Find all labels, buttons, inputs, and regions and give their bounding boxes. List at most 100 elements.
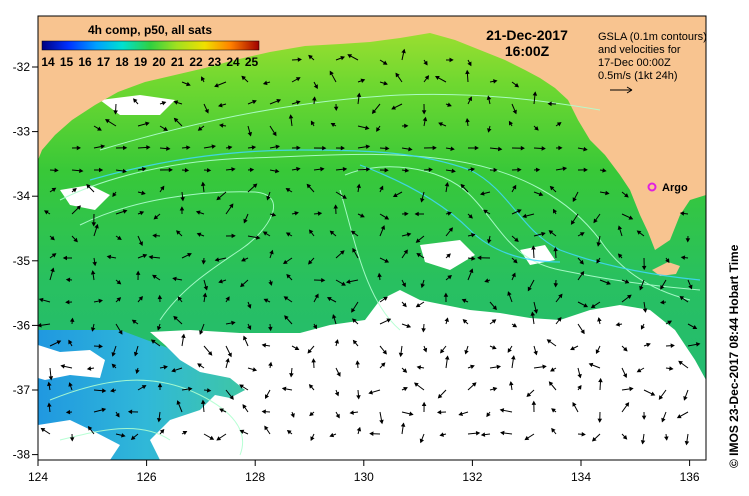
velocity-arrow-head: [553, 283, 559, 288]
velocity-arrow-head: [197, 126, 203, 131]
velocity-arrow-head: [409, 411, 414, 416]
velocity-arrow-head: [345, 279, 351, 284]
velocity-arrow-head: [176, 230, 181, 235]
velocity-arrow-head: [105, 119, 110, 124]
velocity-arrow-head: [204, 108, 209, 114]
velocity-arrow-head: [440, 348, 445, 354]
velocity-arrow-head: [308, 384, 314, 389]
velocity-arrow-head: [679, 296, 685, 301]
velocity-arrow-head: [628, 215, 634, 220]
velocity-arrow-head: [491, 319, 497, 324]
y-axis: -32 -33 -34 -35 -36 -37 -38: [13, 60, 38, 462]
velocity-arrow-head: [395, 72, 400, 78]
velocity-arrow-head: [356, 426, 362, 432]
velocity-arrow-head: [684, 440, 690, 446]
velocity-arrow-head: [203, 285, 209, 291]
velocity-arrow-head: [382, 60, 388, 65]
velocity-arrow-head: [307, 348, 312, 354]
velocity-arrow-head: [309, 411, 314, 417]
velocity-arrow-head: [692, 325, 698, 330]
colorbar-tick-label: 20: [152, 55, 166, 69]
gsla-note-line: 17-Dec 00:00Z: [598, 57, 671, 69]
velocity-arrow-head: [551, 408, 556, 413]
velocity-arrow-head: [468, 214, 473, 219]
colorbar-tick-label: 17: [97, 55, 111, 69]
velocity-arrow-head: [400, 422, 406, 427]
velocity-arrow-head: [447, 102, 452, 107]
velocity-arrow-head: [385, 146, 390, 151]
velocity-arrow-head: [660, 284, 665, 290]
velocity-arrow-head: [421, 110, 427, 115]
velocity-arrow-head: [195, 210, 201, 215]
credit-strip: © IMOS 23-Dec-2017 08:44 Hobart Time: [727, 244, 741, 468]
velocity-arrow-head: [447, 274, 452, 280]
velocity-arrow-head: [486, 412, 491, 418]
velocity-arrow-head: [615, 322, 620, 327]
velocity-arrow-head: [499, 408, 505, 413]
velocity-arrow-head: [383, 296, 388, 301]
velocity-arrow-head: [276, 98, 282, 104]
velocity-arrow-head: [161, 101, 167, 106]
velocity-arrow-head: [538, 191, 544, 197]
velocity-arrow-head: [467, 96, 472, 102]
velocity-arrow-head: [310, 436, 315, 442]
velocity-arrow-head: [444, 317, 449, 322]
velocity-arrow-head: [227, 352, 232, 358]
velocity-arrow-head: [404, 211, 409, 217]
velocity-arrow-head: [243, 218, 248, 224]
velocity-arrow-head: [48, 376, 54, 381]
velocity-arrow-head: [38, 297, 44, 303]
velocity-arrow-head: [113, 110, 118, 115]
velocity-arrow-head: [471, 256, 476, 261]
velocity-arrow-head: [509, 381, 514, 386]
velocity-arrow-head: [562, 166, 568, 172]
velocity-arrow-head: [447, 211, 452, 216]
y-tick-label: -33: [13, 125, 31, 139]
velocity-arrow-head: [556, 122, 562, 127]
velocity-arrow-head: [676, 414, 682, 419]
velocity-arrow-head: [229, 395, 234, 400]
velocity-arrow-head: [283, 296, 289, 301]
plot-border: [37, 15, 707, 461]
argo-float-icon: [647, 182, 657, 192]
velocity-arrow-head: [420, 283, 425, 289]
velocity-arrow-head: [379, 185, 384, 191]
velocity-arrow-head: [352, 318, 357, 323]
velocity-arrow-head: [680, 255, 686, 260]
velocity-arrow-head: [548, 381, 554, 386]
velocity-arrow-head: [51, 253, 57, 258]
velocity-arrow-head: [350, 230, 356, 235]
velocity-arrow-head: [514, 83, 520, 88]
velocity-arrow-head: [526, 392, 532, 398]
velocity-arrow-head: [135, 270, 141, 275]
velocity-arrow-head: [391, 105, 396, 110]
velocity-arrow-head: [133, 351, 139, 357]
velocity-arrow-head: [266, 195, 271, 201]
velocity-arrow-head: [380, 362, 386, 367]
date-label: 21-Dec-2017: [486, 27, 568, 43]
velocity-arrow-head: [218, 123, 224, 128]
colorbar-tick-label: 19: [134, 55, 148, 69]
velocity-arrow-head: [285, 232, 291, 237]
velocity-arrow-head: [47, 402, 52, 407]
velocity-arrow-head: [678, 360, 683, 366]
velocity-arrow-head: [60, 364, 65, 369]
velocity-arrow-head: [117, 235, 122, 240]
velocity-arrow-head: [541, 146, 546, 151]
velocity-arrow-head: [242, 404, 247, 409]
velocity-arrow-head: [669, 366, 674, 371]
velocity-arrow-head: [176, 400, 181, 405]
cloud-no-data-southwest: [38, 420, 120, 460]
velocity-arrow-head: [275, 144, 281, 150]
velocity-arrow-head: [450, 146, 455, 151]
velocity-arrow-head: [683, 395, 688, 401]
velocity-arrow-head: [541, 231, 546, 237]
colorbar-tick-label: 14: [41, 55, 55, 69]
velocity-arrow-head: [297, 57, 302, 62]
velocity-arrow-head: [51, 187, 57, 192]
gsla-note: GSLA (0.1m contours) and velocities for …: [598, 31, 707, 94]
colorbar-tick-label: 23: [208, 55, 222, 69]
velocity-arrow-head: [469, 268, 474, 274]
velocity-arrow-head: [444, 355, 450, 360]
velocity-arrow-head: [157, 294, 163, 300]
